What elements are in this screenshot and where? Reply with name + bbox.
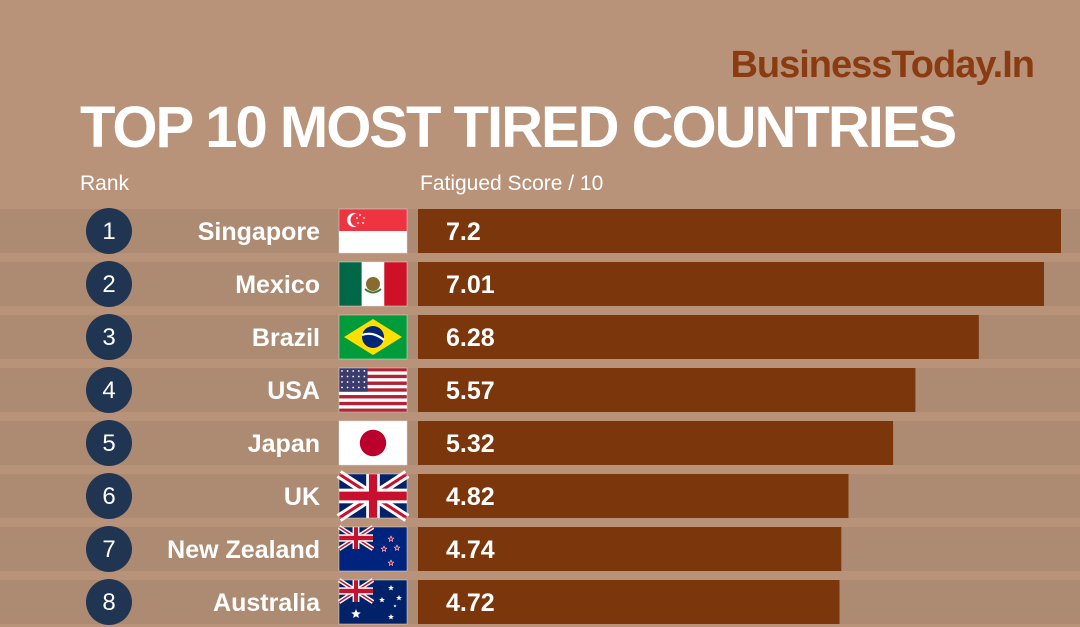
value-label: 6.28 bbox=[446, 324, 495, 352]
bar bbox=[418, 262, 1044, 306]
bar bbox=[418, 527, 842, 571]
rank-label: 4 bbox=[102, 377, 115, 404]
bar bbox=[418, 209, 1061, 253]
brand-logo: BusinessToday.In bbox=[730, 44, 1035, 86]
value-label: 5.32 bbox=[446, 430, 495, 458]
value-label: 7.01 bbox=[446, 271, 495, 299]
usa-flag-icon bbox=[338, 367, 408, 413]
brazil-flag-icon bbox=[338, 314, 408, 360]
rank-circle bbox=[86, 579, 132, 625]
country-label: Brazil bbox=[252, 324, 320, 352]
chart-row: 5 Japan 5.32 bbox=[0, 420, 1080, 466]
chart-row: 2 Mexico 7.01 bbox=[0, 261, 1080, 307]
country-label: Australia bbox=[213, 589, 321, 617]
country-label: Mexico bbox=[235, 271, 320, 299]
chart-row: 7 New Zealand 4.74 bbox=[0, 525, 1080, 572]
bar bbox=[418, 421, 894, 465]
uk-flag-icon bbox=[336, 470, 410, 522]
australia-flag-icon bbox=[337, 578, 408, 625]
rank-label: 1 bbox=[102, 218, 115, 245]
chart-row: 3 Brazil 6.28 bbox=[0, 314, 1080, 360]
country-label: New Zealand bbox=[167, 536, 320, 564]
bar bbox=[418, 368, 916, 412]
rank-circle bbox=[86, 420, 132, 466]
mexico-flag-icon bbox=[338, 261, 408, 307]
rank-column-header: Rank bbox=[80, 172, 130, 195]
country-label: USA bbox=[267, 377, 320, 405]
country-label: Japan bbox=[248, 430, 320, 458]
country-label: Singapore bbox=[198, 218, 320, 246]
rank-circle bbox=[86, 526, 132, 572]
country-label: UK bbox=[284, 483, 320, 511]
rank-label: 6 bbox=[102, 483, 115, 510]
chart-row: 8 Australia 4.72 bbox=[0, 578, 1080, 625]
japan-flag-icon bbox=[338, 420, 408, 466]
rank-circle bbox=[86, 473, 132, 519]
rank-circle bbox=[86, 261, 132, 307]
chart-title: TOP 10 MOST TIRED COUNTRIES bbox=[80, 95, 957, 160]
new-zealand-flag-icon bbox=[337, 525, 408, 572]
chart-row: 1 Singapore 7.2 bbox=[0, 208, 1080, 254]
bar bbox=[418, 580, 840, 624]
value-label: 4.72 bbox=[446, 589, 495, 617]
rank-label: 2 bbox=[102, 271, 115, 298]
bar bbox=[418, 474, 849, 518]
chart-row: 6 UK 4.82 bbox=[0, 470, 1080, 522]
singapore-flag-icon bbox=[338, 208, 408, 254]
rank-label: 5 bbox=[102, 430, 115, 457]
rank-circle bbox=[86, 208, 132, 254]
rank-label: 3 bbox=[102, 324, 115, 351]
value-label: 4.74 bbox=[446, 536, 495, 564]
rank-circle bbox=[86, 314, 132, 360]
rank-label: 7 bbox=[102, 536, 115, 563]
chart-row: 4 USA 5.57 bbox=[0, 367, 1080, 413]
rank-circle bbox=[86, 367, 132, 413]
bar bbox=[418, 315, 979, 359]
rank-label: 8 bbox=[102, 589, 115, 616]
value-label: 5.57 bbox=[446, 377, 495, 405]
score-column-header: Fatigued Score / 10 bbox=[420, 172, 604, 195]
value-label: 7.2 bbox=[446, 218, 481, 246]
value-label: 4.82 bbox=[446, 483, 495, 511]
